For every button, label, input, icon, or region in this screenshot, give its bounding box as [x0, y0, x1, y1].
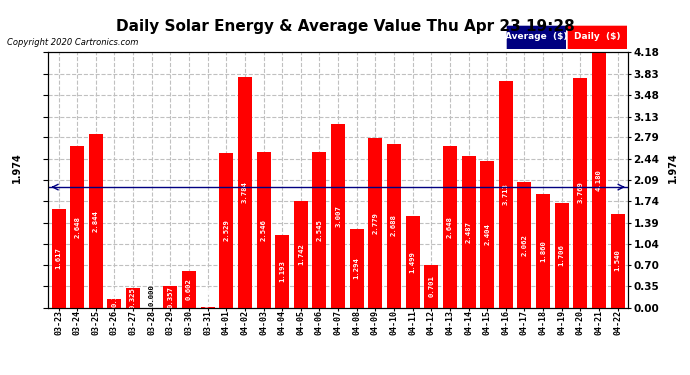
Bar: [182, 271, 196, 308]
Text: 2.844: 2.844: [93, 210, 99, 232]
Text: 1.974: 1.974: [668, 153, 678, 183]
Bar: [480, 161, 494, 308]
Text: 0.325: 0.325: [130, 286, 136, 309]
Text: 0.602: 0.602: [186, 278, 192, 300]
Text: 1.499: 1.499: [410, 251, 415, 273]
Bar: [555, 203, 569, 308]
Bar: [219, 153, 233, 308]
Text: 2.546: 2.546: [261, 219, 266, 241]
Bar: [611, 213, 624, 308]
Text: 1.742: 1.742: [298, 243, 304, 265]
Text: Daily  ($): Daily ($): [574, 32, 620, 41]
Bar: [70, 146, 84, 308]
Bar: [443, 146, 457, 308]
Text: 0.701: 0.701: [428, 275, 434, 297]
Text: Copyright 2020 Cartronics.com: Copyright 2020 Cartronics.com: [7, 38, 138, 47]
Bar: [518, 182, 531, 308]
Text: 3.784: 3.784: [242, 181, 248, 203]
Text: 0.141: 0.141: [112, 285, 117, 307]
Bar: [108, 299, 121, 307]
Bar: [462, 156, 475, 308]
Bar: [238, 76, 252, 308]
Text: 2.545: 2.545: [317, 219, 322, 241]
Text: 0.013: 0.013: [205, 285, 210, 307]
Text: 2.648: 2.648: [75, 216, 80, 238]
Text: 1.860: 1.860: [540, 240, 546, 262]
Text: 0.000: 0.000: [149, 284, 155, 306]
Text: 1.617: 1.617: [56, 247, 61, 269]
Bar: [331, 124, 345, 308]
Bar: [89, 134, 103, 308]
Text: 2.688: 2.688: [391, 214, 397, 237]
Text: 1.540: 1.540: [615, 250, 620, 272]
Bar: [164, 286, 177, 308]
Bar: [536, 194, 550, 308]
Text: 3.007: 3.007: [335, 205, 341, 227]
Bar: [126, 288, 140, 308]
Bar: [368, 138, 382, 308]
Bar: [424, 265, 438, 308]
Text: 1.294: 1.294: [354, 257, 359, 279]
Text: 1.974: 1.974: [12, 153, 22, 183]
Bar: [592, 53, 606, 308]
Text: 2.062: 2.062: [522, 234, 527, 255]
Text: 1.193: 1.193: [279, 260, 285, 282]
Bar: [387, 144, 401, 308]
Text: 2.779: 2.779: [373, 212, 378, 234]
Text: 1.706: 1.706: [559, 244, 564, 266]
Bar: [350, 228, 364, 308]
Bar: [313, 152, 326, 308]
Bar: [257, 152, 270, 308]
Text: 2.487: 2.487: [466, 221, 471, 243]
Text: 2.648: 2.648: [447, 216, 453, 238]
Text: 2.529: 2.529: [224, 219, 229, 241]
Bar: [52, 209, 66, 308]
Text: Average  ($): Average ($): [505, 32, 568, 41]
Text: 0.357: 0.357: [168, 286, 173, 308]
Text: 2.404: 2.404: [484, 223, 490, 245]
Bar: [275, 235, 289, 308]
Text: 3.713: 3.713: [503, 183, 509, 205]
Bar: [573, 78, 587, 308]
Text: 4.180: 4.180: [596, 169, 602, 191]
Bar: [406, 216, 420, 308]
Text: Daily Solar Energy & Average Value Thu Apr 23 19:28: Daily Solar Energy & Average Value Thu A…: [116, 19, 574, 34]
Text: 3.769: 3.769: [578, 182, 583, 204]
Bar: [499, 81, 513, 308]
Bar: [294, 201, 308, 308]
Bar: [201, 307, 215, 308]
